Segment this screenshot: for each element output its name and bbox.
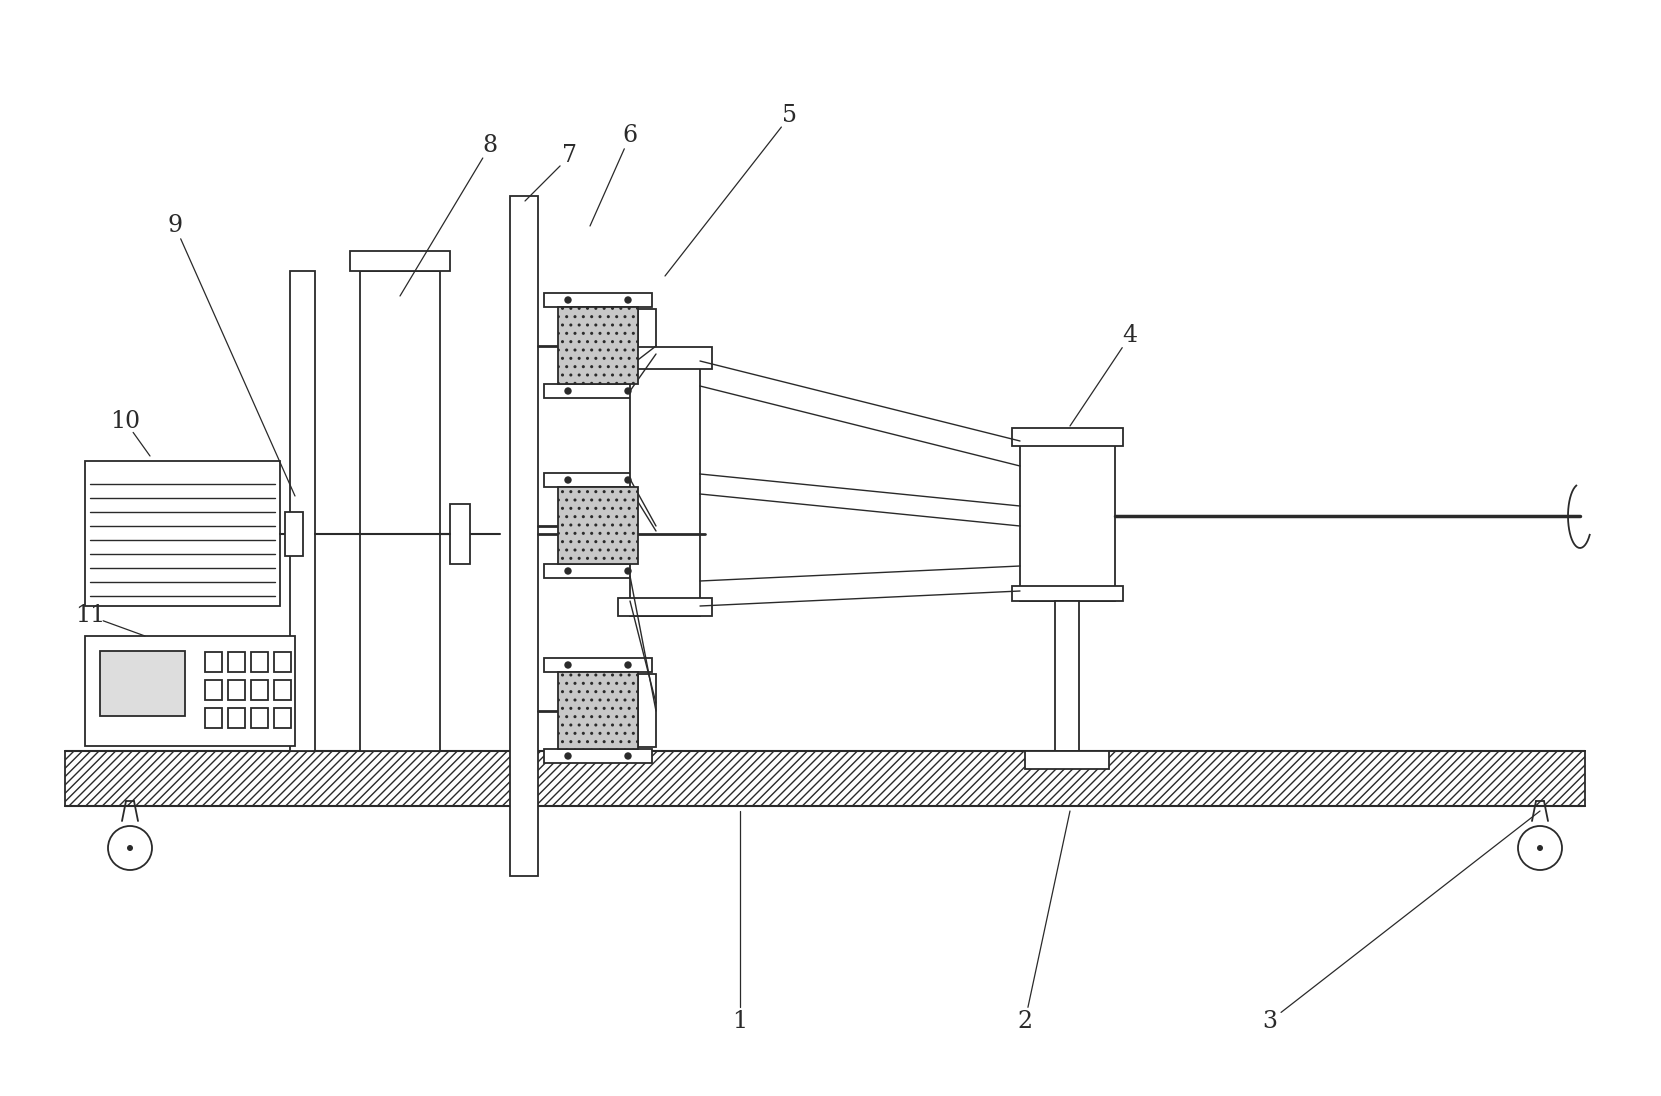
Bar	[545, 564, 653, 578]
Text: 3: 3	[1262, 1009, 1277, 1032]
Circle shape	[625, 662, 631, 667]
Circle shape	[565, 477, 571, 483]
Bar	[510, 196, 538, 876]
Bar	[251, 708, 267, 728]
Bar	[251, 680, 267, 700]
Text: 4: 4	[1123, 324, 1138, 347]
Bar	[274, 652, 291, 672]
Bar	[360, 271, 440, 751]
Bar	[291, 271, 316, 751]
Bar	[85, 461, 281, 606]
Text: 7: 7	[563, 145, 578, 168]
Bar	[545, 749, 653, 763]
Bar	[618, 347, 713, 369]
Text: 1: 1	[733, 1009, 747, 1032]
Circle shape	[1536, 845, 1543, 850]
Bar	[545, 293, 653, 307]
Text: 6: 6	[623, 125, 638, 148]
Bar	[204, 680, 223, 700]
Text: 5: 5	[782, 104, 797, 127]
Text: 8: 8	[482, 135, 498, 158]
Text: 10: 10	[110, 410, 140, 433]
Bar	[228, 708, 246, 728]
Text: 9: 9	[168, 215, 183, 238]
Bar	[228, 652, 246, 672]
Bar	[1012, 586, 1123, 601]
Bar	[251, 652, 267, 672]
Bar	[545, 384, 653, 398]
Circle shape	[565, 568, 571, 574]
Circle shape	[565, 297, 571, 302]
Bar	[1055, 601, 1080, 751]
Bar	[1012, 429, 1123, 446]
Bar	[1020, 431, 1115, 601]
Bar	[558, 672, 638, 749]
Bar	[1025, 751, 1110, 769]
Text: 2: 2	[1018, 1009, 1033, 1032]
Bar	[545, 658, 653, 672]
Bar	[558, 487, 638, 564]
Bar	[618, 598, 713, 616]
Circle shape	[625, 388, 631, 393]
Bar	[286, 512, 302, 556]
Circle shape	[565, 388, 571, 393]
Bar	[85, 636, 296, 746]
Bar	[228, 680, 246, 700]
Bar	[100, 651, 184, 716]
Circle shape	[126, 845, 133, 850]
Circle shape	[625, 753, 631, 760]
Bar	[545, 473, 653, 487]
Bar	[204, 708, 223, 728]
Circle shape	[565, 753, 571, 760]
Bar	[274, 708, 291, 728]
Text: 11: 11	[75, 605, 105, 628]
Circle shape	[565, 662, 571, 667]
Bar	[638, 674, 656, 747]
Bar	[65, 751, 1585, 806]
Bar	[450, 504, 470, 564]
Bar	[638, 489, 656, 562]
Bar	[638, 309, 656, 383]
Bar	[204, 652, 223, 672]
Bar	[350, 251, 450, 271]
Circle shape	[625, 477, 631, 483]
Bar	[558, 307, 638, 384]
Circle shape	[625, 297, 631, 302]
Circle shape	[625, 568, 631, 574]
Bar	[630, 351, 699, 616]
Bar	[274, 680, 291, 700]
